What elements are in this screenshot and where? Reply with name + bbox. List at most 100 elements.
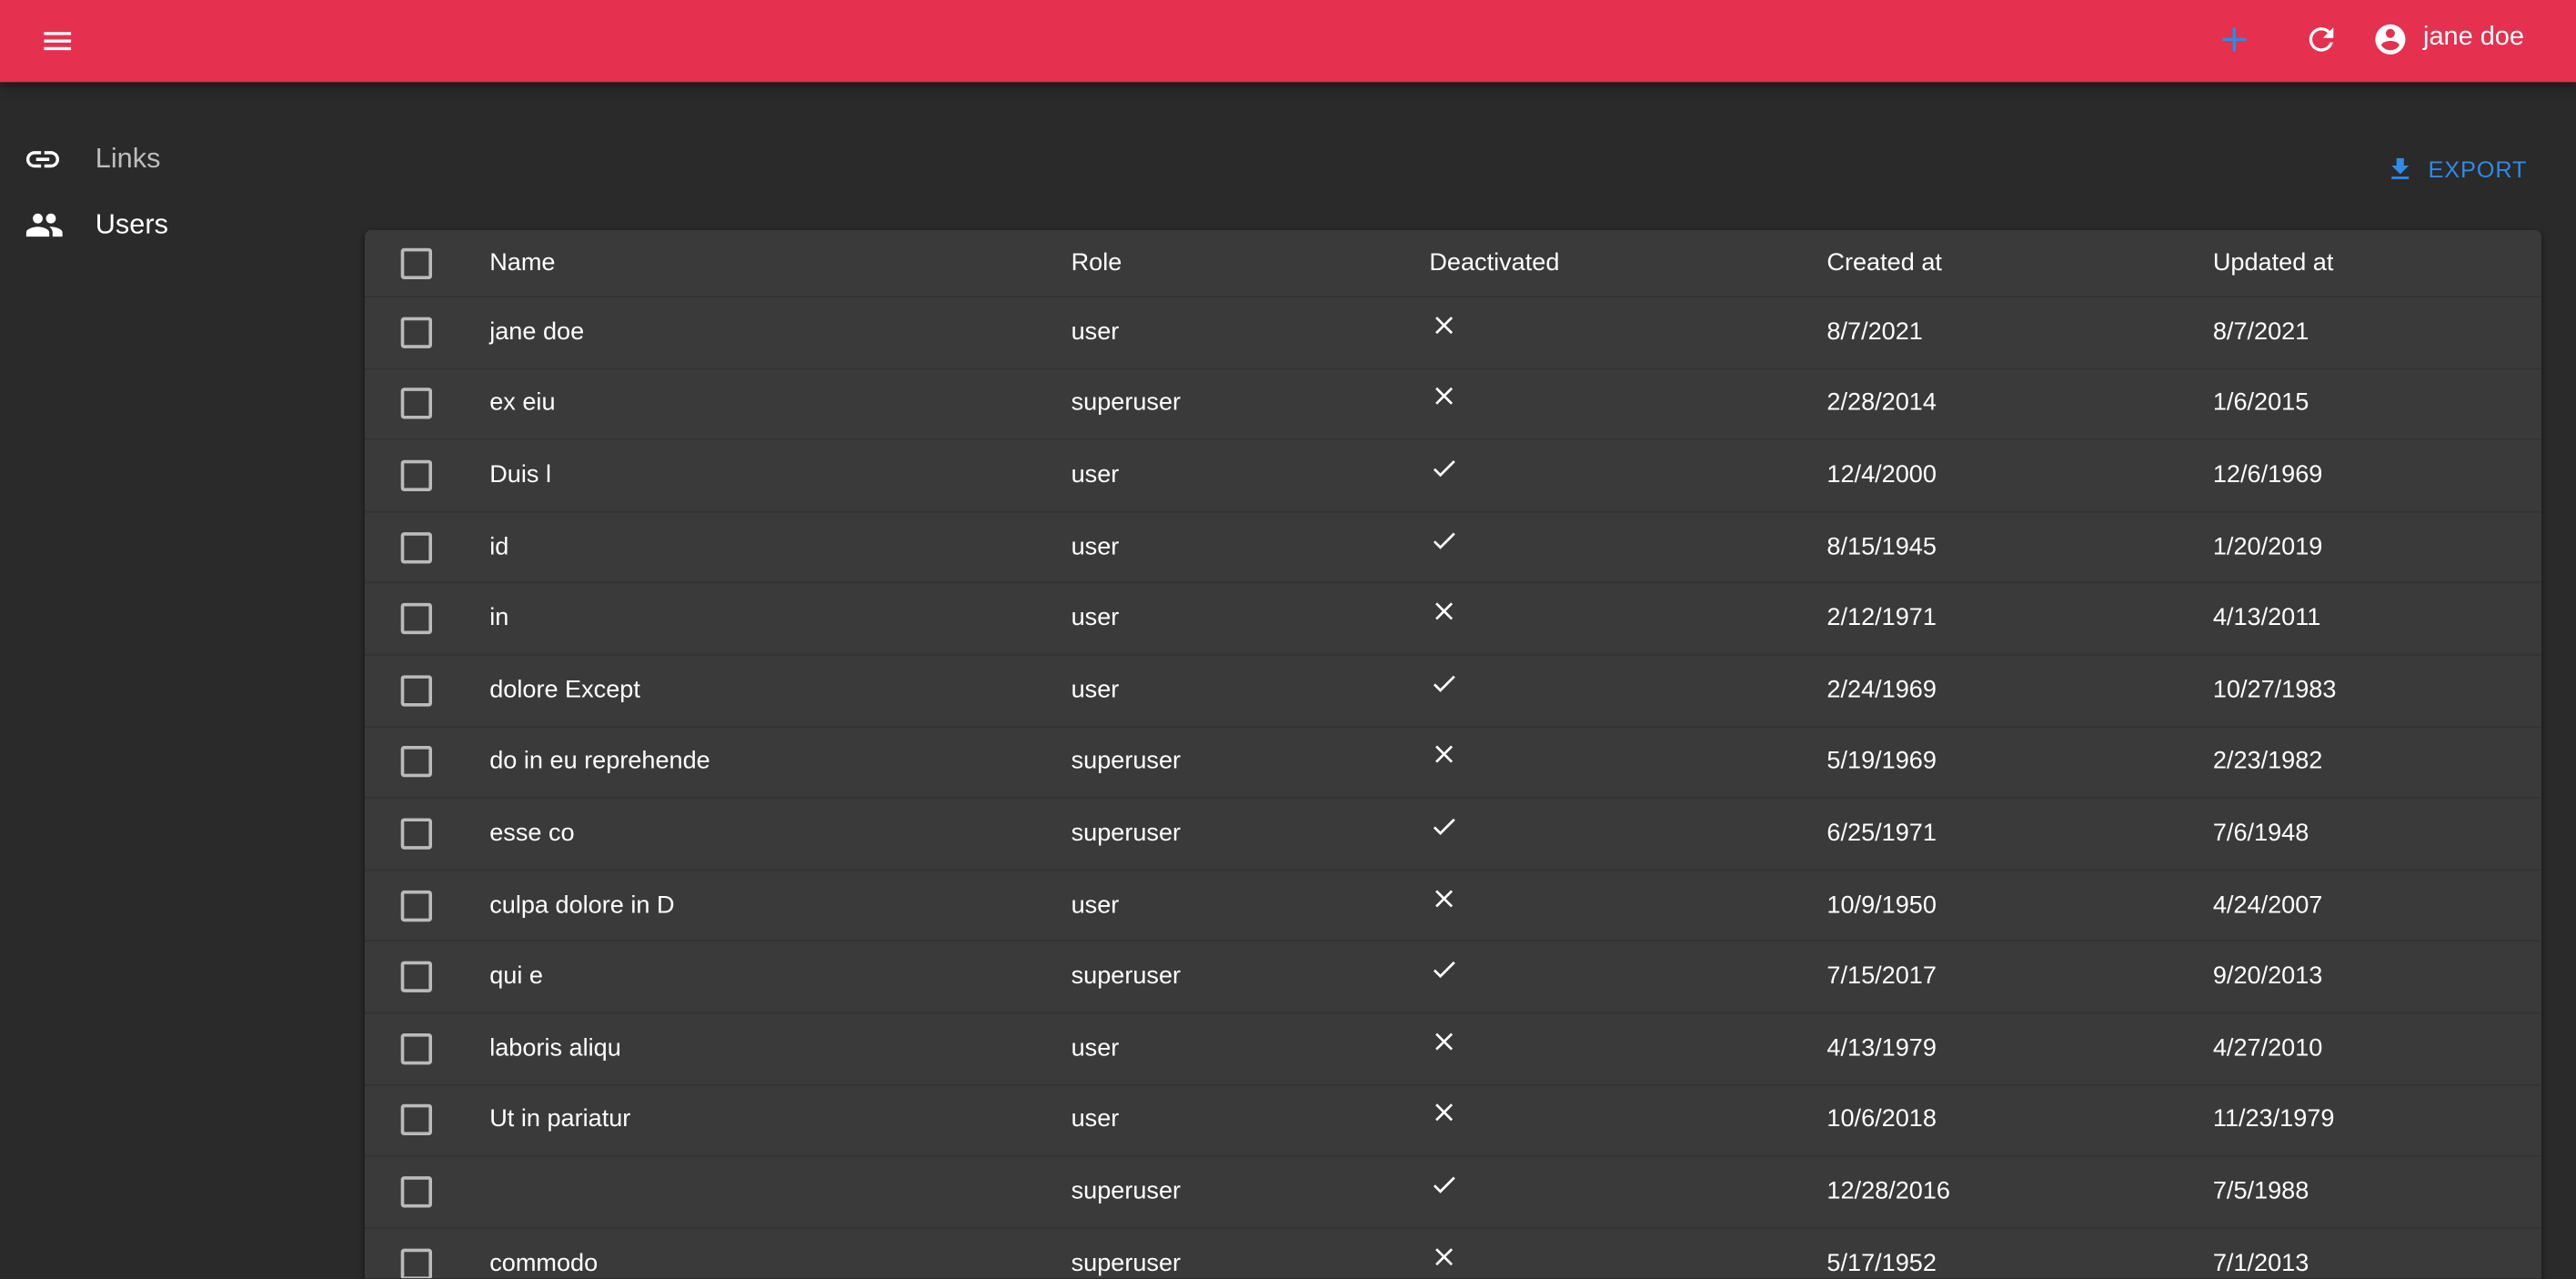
download-icon xyxy=(2391,157,2410,179)
people-icon xyxy=(23,206,65,245)
row-checkbox[interactable] xyxy=(400,818,433,850)
row-checkbox[interactable] xyxy=(400,459,433,492)
check-icon xyxy=(1429,669,1459,705)
app-bar: jane doe xyxy=(0,0,2576,83)
cell-updated-at: 11/23/1979 xyxy=(2212,1105,2335,1134)
cell-name: Duis l xyxy=(489,460,551,489)
cell-name: commodo xyxy=(489,1248,599,1277)
cell-name: jane doe xyxy=(489,317,585,346)
table-row[interactable]: laboris aliqu user 4/13/1979 4/27/2010 xyxy=(364,1012,2542,1086)
row-checkbox[interactable] xyxy=(400,603,433,635)
sidebar-item-label: Links xyxy=(95,143,161,175)
table-row[interactable]: id user 8/15/1945 1/20/2019 xyxy=(364,510,2542,584)
row-checkbox[interactable] xyxy=(400,1247,433,1279)
cell-name: culpa dolore in D xyxy=(489,891,675,919)
close-icon xyxy=(1429,883,1459,920)
cell-name: qui e xyxy=(489,962,543,991)
cell-role: superuser xyxy=(1071,388,1182,418)
row-checkbox[interactable] xyxy=(400,531,433,563)
column-header-name[interactable]: Name xyxy=(489,248,556,277)
cell-updated-at: 7/1/2013 xyxy=(2212,1248,2309,1277)
cell-updated-at: 10/27/1983 xyxy=(2212,675,2337,704)
cell-updated-at: 4/24/2007 xyxy=(2212,891,2323,919)
close-icon xyxy=(1429,597,1459,633)
row-checkbox[interactable] xyxy=(400,746,433,779)
cell-role: superuser xyxy=(1071,1177,1182,1205)
check-icon xyxy=(1429,955,1459,992)
cell-updated-at: 7/5/1988 xyxy=(2212,1177,2309,1205)
cell-role: superuser xyxy=(1071,819,1182,848)
cell-updated-at: 9/20/2013 xyxy=(2212,962,2323,991)
link-icon xyxy=(23,140,62,179)
close-icon xyxy=(1429,1026,1459,1062)
cell-name: Ut in pariatur xyxy=(489,1105,631,1134)
user-name[interactable]: jane doe xyxy=(2423,23,2524,51)
table-row[interactable]: commodo superuser 5/17/1952 7/1/2013 xyxy=(365,1227,2541,1279)
column-header-updated-at[interactable]: Updated at xyxy=(2212,248,2334,277)
menu-icon[interactable] xyxy=(38,21,77,60)
cell-created-at: 2/12/1971 xyxy=(1826,604,1937,632)
row-checkbox[interactable] xyxy=(400,1104,433,1136)
sidebar-item-users[interactable]: Users xyxy=(0,204,328,247)
cell-created-at: 5/19/1969 xyxy=(1826,747,1937,776)
table-row[interactable]: in user 2/12/1971 4/13/2011 xyxy=(364,582,2542,656)
table-row[interactable]: Ut in pariatur user 10/6/2018 11/23/1979 xyxy=(364,1083,2542,1157)
column-header-deactivated[interactable]: Deactivated xyxy=(1429,248,1560,277)
cell-updated-at: 1/20/2019 xyxy=(2212,532,2323,561)
cell-role: user xyxy=(1071,1033,1120,1062)
check-icon xyxy=(1429,811,1459,848)
table-row[interactable]: Duis l user 12/4/2000 12/6/1969 xyxy=(364,439,2542,513)
cell-name: esse co xyxy=(489,819,575,848)
table-row[interactable]: qui e superuser 7/15/2017 9/20/2013 xyxy=(364,941,2542,1014)
cell-name: laboris aliqu xyxy=(489,1033,621,1062)
cell-role: user xyxy=(1071,532,1120,561)
cell-created-at: 10/9/1950 xyxy=(1826,891,1937,919)
cell-created-at: 6/25/1971 xyxy=(1826,819,1937,848)
refresh-icon[interactable] xyxy=(2301,20,2340,59)
table-row[interactable]: jane doe user 8/7/2021 8/7/2021 xyxy=(364,296,2542,369)
row-checkbox[interactable] xyxy=(400,388,433,420)
row-checkbox[interactable] xyxy=(400,1176,433,1208)
table-row[interactable]: ex eiu superuser 2/28/2014 1/6/2015 xyxy=(364,368,2542,441)
cell-created-at: 10/6/2018 xyxy=(1826,1105,1937,1134)
cell-created-at: 7/15/2017 xyxy=(1826,962,1937,991)
row-checkbox[interactable] xyxy=(400,890,433,921)
table-row[interactable]: dolore Except user 2/24/1969 10/27/1983 xyxy=(364,654,2542,728)
cell-created-at: 12/28/2016 xyxy=(1826,1177,1951,1205)
check-icon xyxy=(1429,525,1459,561)
cell-role: user xyxy=(1071,1105,1120,1134)
plus-icon[interactable] xyxy=(2215,20,2254,59)
row-checkbox[interactable] xyxy=(400,317,433,348)
cell-role: user xyxy=(1071,317,1120,346)
cell-updated-at: 4/27/2010 xyxy=(2212,1033,2323,1062)
table-header: Name Role Deactivated Created at Updated… xyxy=(364,230,2542,297)
account-circle-icon[interactable] xyxy=(2370,20,2410,59)
close-icon xyxy=(1429,1242,1459,1278)
cell-updated-at: 8/7/2021 xyxy=(2212,317,2309,346)
table-row[interactable]: culpa dolore in D user 10/9/1950 4/24/20… xyxy=(364,869,2542,942)
cell-role: superuser xyxy=(1071,1248,1182,1277)
cell-name: dolore Except xyxy=(489,675,640,704)
column-header-created-at[interactable]: Created at xyxy=(1826,248,1942,277)
cell-name: in xyxy=(489,604,509,632)
row-checkbox[interactable] xyxy=(400,961,433,993)
select-all-checkbox[interactable] xyxy=(400,247,433,280)
cell-role: user xyxy=(1071,891,1120,919)
table-row[interactable]: superuser 12/28/2016 7/5/1988 xyxy=(364,1155,2542,1229)
table-row[interactable]: esse co superuser 6/25/1971 7/6/1948 xyxy=(364,797,2542,871)
cell-role: superuser xyxy=(1071,747,1182,776)
check-icon xyxy=(1429,1170,1459,1206)
row-checkbox[interactable] xyxy=(400,1032,433,1064)
cell-created-at: 8/7/2021 xyxy=(1826,317,1923,346)
row-checkbox[interactable] xyxy=(400,674,433,707)
cell-created-at: 2/28/2014 xyxy=(1826,388,1937,418)
export-label: EXPORT xyxy=(2428,156,2528,183)
sidebar-item-links[interactable]: Links xyxy=(0,138,328,181)
cell-role: superuser xyxy=(1071,962,1182,991)
cell-role: user xyxy=(1071,604,1120,632)
column-header-role[interactable]: Role xyxy=(1071,248,1122,277)
close-icon xyxy=(1429,310,1459,347)
table-row[interactable]: do in eu reprehende superuser 5/19/1969 … xyxy=(364,726,2542,800)
export-button[interactable]: EXPORT xyxy=(2385,151,2527,187)
close-icon xyxy=(1429,1098,1459,1134)
